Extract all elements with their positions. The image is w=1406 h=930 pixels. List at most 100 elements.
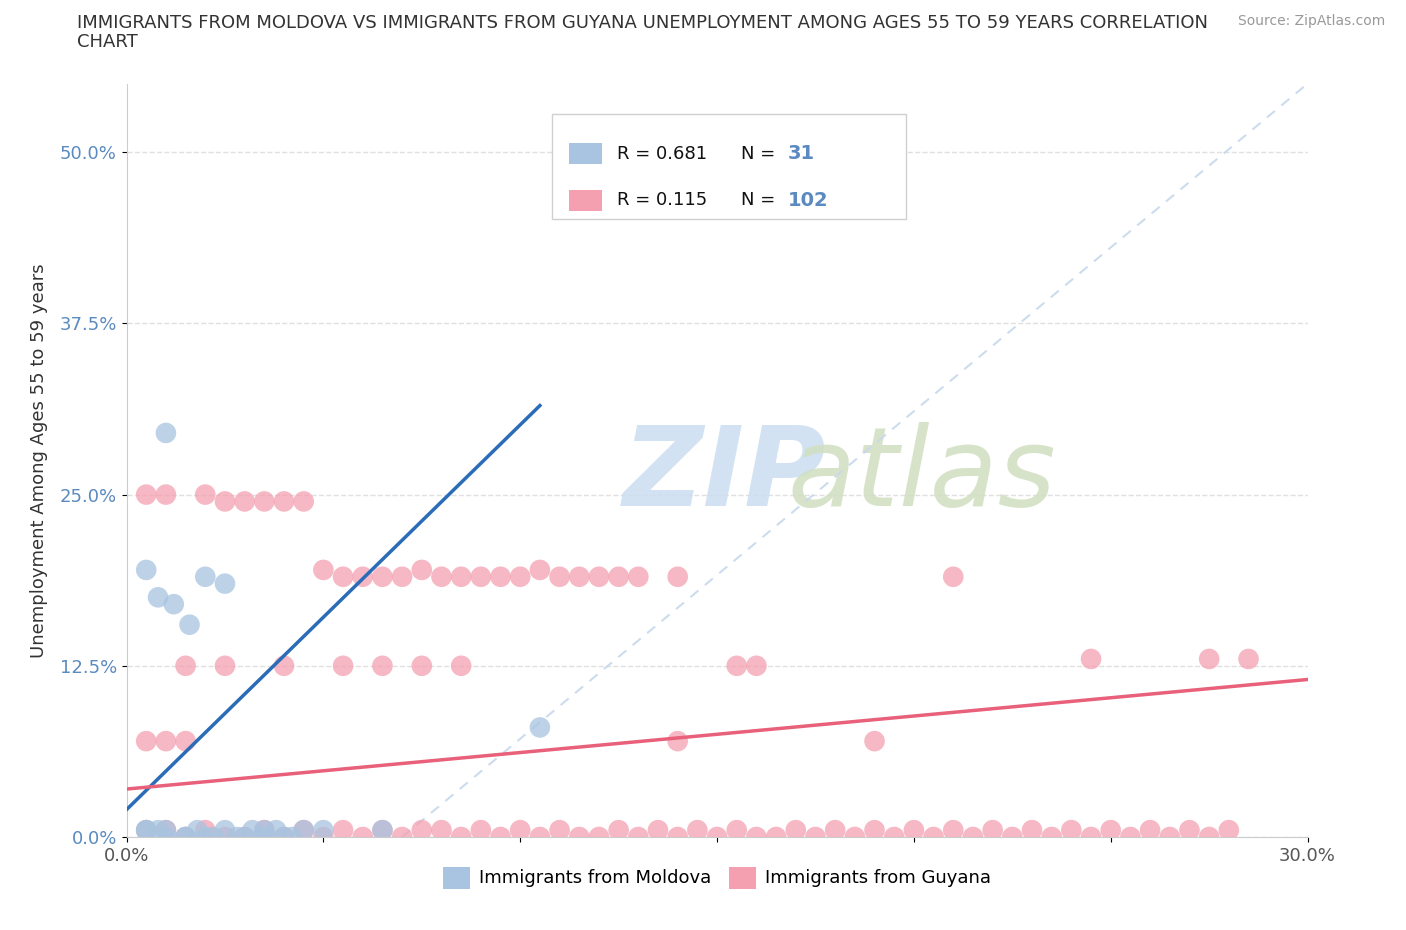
Point: [292, 823, 315, 838]
Point: [686, 823, 709, 838]
Point: [804, 830, 827, 844]
Point: [214, 577, 236, 591]
Point: [430, 823, 453, 838]
Point: [194, 830, 217, 844]
Point: [352, 830, 374, 844]
Point: [312, 830, 335, 844]
Text: atlas: atlas: [787, 422, 1056, 529]
Point: [135, 734, 157, 749]
FancyBboxPatch shape: [551, 113, 905, 219]
Point: [588, 569, 610, 584]
Point: [529, 830, 551, 844]
Point: [371, 658, 394, 673]
Point: [548, 569, 571, 584]
Point: [903, 823, 925, 838]
Point: [745, 830, 768, 844]
Point: [411, 823, 433, 838]
Point: [627, 569, 650, 584]
Point: [1080, 830, 1102, 844]
Point: [765, 830, 787, 844]
Point: [922, 830, 945, 844]
Text: N =: N =: [741, 192, 775, 209]
Point: [292, 823, 315, 838]
Point: [155, 830, 177, 844]
Point: [470, 823, 492, 838]
Point: [233, 830, 256, 844]
Point: [627, 830, 650, 844]
Point: [135, 823, 157, 838]
Point: [962, 830, 984, 844]
Point: [292, 494, 315, 509]
Text: R = 0.681: R = 0.681: [617, 145, 707, 163]
Text: IMMIGRANTS FROM MOLDOVA VS IMMIGRANTS FROM GUYANA UNEMPLOYMENT AMONG AGES 55 TO : IMMIGRANTS FROM MOLDOVA VS IMMIGRANTS FR…: [77, 14, 1208, 32]
Point: [371, 823, 394, 838]
Point: [332, 823, 354, 838]
Point: [146, 590, 169, 604]
Point: [1040, 830, 1063, 844]
Point: [174, 830, 197, 844]
Y-axis label: Unemployment Among Ages 55 to 59 years: Unemployment Among Ages 55 to 59 years: [31, 263, 48, 658]
Point: [233, 830, 256, 844]
Point: [666, 734, 689, 749]
Point: [1099, 823, 1122, 838]
Point: [225, 830, 247, 844]
Point: [253, 823, 276, 838]
Point: [253, 494, 276, 509]
Point: [174, 830, 197, 844]
Point: [548, 823, 571, 838]
Point: [155, 823, 177, 838]
Point: [1139, 823, 1161, 838]
Point: [666, 830, 689, 844]
Point: [264, 823, 287, 838]
Point: [273, 830, 295, 844]
Point: [706, 830, 728, 844]
Point: [824, 823, 846, 838]
Point: [1021, 823, 1043, 838]
Point: [529, 720, 551, 735]
Bar: [569, 143, 603, 165]
Point: [312, 823, 335, 838]
Text: 31: 31: [787, 144, 815, 164]
Point: [489, 569, 512, 584]
Point: [1080, 652, 1102, 667]
Point: [1159, 830, 1181, 844]
Point: [588, 830, 610, 844]
Point: [1198, 830, 1220, 844]
Point: [194, 823, 217, 838]
Text: Source: ZipAtlas.com: Source: ZipAtlas.com: [1237, 14, 1385, 28]
Point: [155, 823, 177, 838]
Point: [281, 830, 304, 844]
Point: [1119, 830, 1142, 844]
Point: [489, 830, 512, 844]
Point: [568, 569, 591, 584]
Point: [242, 823, 264, 838]
Point: [450, 830, 472, 844]
Point: [1237, 652, 1260, 667]
Text: ZIP: ZIP: [623, 422, 827, 529]
Point: [332, 569, 354, 584]
Point: [391, 830, 413, 844]
Point: [647, 186, 669, 201]
Point: [146, 823, 169, 838]
Point: [745, 658, 768, 673]
Point: [647, 823, 669, 838]
Point: [1218, 823, 1240, 838]
Point: [666, 569, 689, 584]
Point: [135, 563, 157, 578]
Point: [214, 823, 236, 838]
Point: [1198, 652, 1220, 667]
Point: [253, 823, 276, 838]
Point: [186, 823, 208, 838]
Point: [135, 487, 157, 502]
Point: [529, 563, 551, 578]
Point: [607, 569, 630, 584]
Point: [273, 658, 295, 673]
Point: [607, 823, 630, 838]
Point: [332, 658, 354, 673]
Point: [174, 658, 197, 673]
Point: [430, 569, 453, 584]
Point: [942, 823, 965, 838]
Point: [1060, 823, 1083, 838]
Point: [568, 830, 591, 844]
Text: N =: N =: [741, 145, 775, 163]
